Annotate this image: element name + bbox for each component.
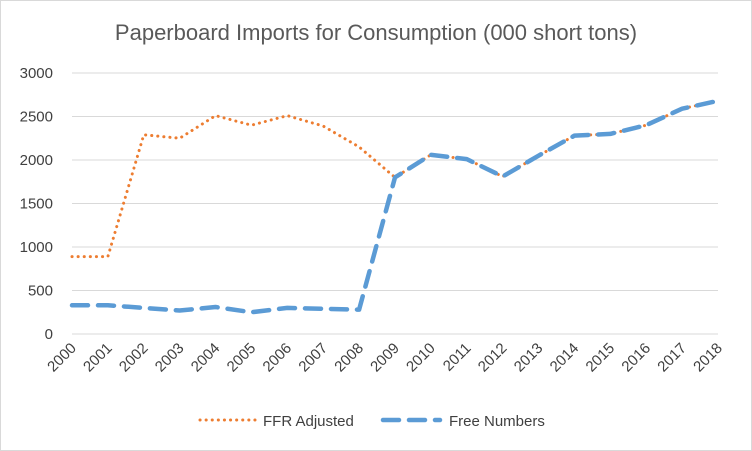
y-tick-label: 2500 [20,109,53,126]
y-axis: 0 500 1000 1500 2000 2500 3000 [20,65,53,343]
y-tick-label: 1500 [20,196,53,213]
y-tick-label: 2000 [20,152,53,169]
y-tick-label: 0 [45,326,53,343]
legend-label: FFR Adjusted [263,413,354,430]
y-tick-label: 3000 [20,65,53,82]
legend: FFR Adjusted Free Numbers [198,413,545,430]
gridlines [72,72,718,291]
legend-label: Free Numbers [449,413,545,430]
series-lines [69,98,721,315]
y-tick-label: 500 [28,283,53,300]
chart-title: Paperboard Imports for Consumption (000 … [115,20,637,45]
y-tick-label: 1000 [20,239,53,256]
series-line-free-numbers [69,98,721,315]
